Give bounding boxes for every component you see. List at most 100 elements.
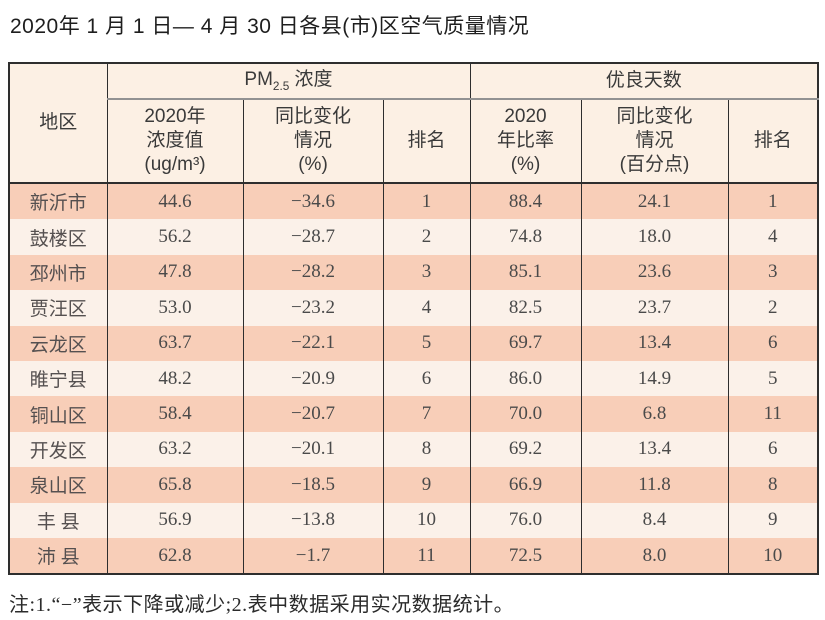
cell-region: 沛 县: [8, 537, 108, 575]
cell-region: 泉山区: [8, 467, 108, 503]
table-row: 云龙区 63.7 −22.1 5 69.7 13.4 6: [8, 325, 819, 361]
cell-good-rank: 2: [727, 290, 819, 326]
header-good-change: 同比变化 情况 (百分点): [580, 99, 729, 184]
cell-pm-value: 53.0: [106, 290, 244, 326]
cell-good-ratio: 82.5: [469, 290, 582, 326]
cell-region: 开发区: [8, 431, 108, 468]
cell-good-change: 18.0: [580, 219, 729, 255]
cell-pm-rank: 3: [382, 254, 471, 291]
cell-pm-change: −20.9: [242, 360, 384, 397]
cell-pm-change: −22.1: [242, 325, 384, 361]
cell-good-rank: 3: [727, 254, 819, 291]
cell-pm-value: 62.8: [106, 537, 244, 575]
cell-good-change: 8.4: [580, 502, 729, 538]
cell-pm-value: 63.7: [106, 325, 244, 361]
table-row: 铜山区 58.4 −20.7 7 70.0 6.8 11: [8, 396, 819, 432]
cell-pm-rank: 4: [382, 290, 471, 326]
cell-region: 睢宁县: [8, 360, 108, 397]
cell-good-ratio: 70.0: [469, 396, 582, 432]
cell-pm-rank: 6: [382, 360, 471, 397]
pm25-subscript: 2.5: [272, 79, 290, 93]
cell-pm-change: −20.7: [242, 396, 384, 432]
cell-good-rank: 10: [727, 537, 819, 575]
cell-pm-rank: 11: [382, 537, 471, 575]
cell-pm-rank: 2: [382, 219, 471, 255]
cell-pm-value: 44.6: [106, 183, 244, 220]
cell-pm-value: 56.2: [106, 219, 244, 255]
cell-region: 贾汪区: [8, 290, 108, 326]
cell-good-ratio: 76.0: [469, 502, 582, 538]
header-group-row: 地区 PM2.5 浓度 优良天数: [8, 63, 819, 184]
header-region: 地区: [8, 63, 108, 184]
cell-good-change: 6.8: [580, 396, 729, 432]
cell-pm-rank: 7: [382, 396, 471, 432]
cell-good-ratio: 74.8: [469, 219, 582, 255]
cell-good-change: 23.7: [580, 290, 729, 326]
cell-pm-rank: 8: [382, 431, 471, 468]
page-title: 2020年 1 月 1 日— 4 月 30 日各县(市)区空气质量情况: [10, 15, 530, 38]
header-sub-row: 2020年 浓度值 (ug/m³) 同比变化 情况 (%) 排名 2020 年比…: [9, 99, 819, 184]
table-row: 泉山区 65.8 −18.5 9 66.9 11.8 8: [8, 467, 819, 503]
cell-pm-change: −18.5: [242, 467, 384, 503]
cell-pm-value: 47.8: [106, 254, 244, 291]
cell-good-change: 11.8: [580, 467, 729, 503]
table-row: 邳州市 47.8 −28.2 3 85.1 23.6 3: [8, 254, 819, 291]
cell-good-change: 8.0: [580, 537, 729, 575]
cell-good-change: 13.4: [580, 431, 729, 468]
cell-pm-value: 56.9: [106, 502, 244, 538]
cell-pm-value: 58.4: [106, 396, 244, 432]
cell-pm-change: −28.7: [242, 219, 384, 255]
cell-region: 鼓楼区: [8, 219, 108, 255]
cell-pm-rank: 1: [382, 183, 471, 220]
cell-good-rank: 8: [727, 467, 819, 503]
cell-pm-rank: 9: [382, 467, 471, 503]
cell-pm-value: 63.2: [106, 431, 244, 468]
table-row: 新沂市 44.6 −34.6 1 88.4 24.1 1: [8, 183, 819, 220]
cell-good-ratio: 69.7: [469, 325, 582, 361]
header-pm-change: 同比变化 情况 (%): [242, 99, 384, 184]
cell-good-change: 13.4: [580, 325, 729, 361]
header-good-rank: 排名: [727, 99, 819, 184]
cell-pm-rank: 10: [382, 502, 471, 538]
table-row: 开发区 63.2 −20.1 8 69.2 13.4 6: [8, 431, 819, 468]
cell-region: 丰 县: [8, 502, 108, 538]
air-quality-table: 地区 PM2.5 浓度 优良天数 2020年 浓度值 (ug/m³) 同比变化 …: [8, 62, 819, 576]
cell-region: 新沂市: [8, 183, 108, 220]
cell-pm-change: −13.8: [242, 502, 384, 538]
cell-good-rank: 5: [727, 360, 819, 397]
pm25-label-suffix: 浓度: [289, 69, 333, 91]
cell-good-change: 23.6: [580, 254, 729, 291]
cell-good-ratio: 69.2: [469, 431, 582, 468]
cell-region: 云龙区: [8, 325, 108, 361]
header-pm-rank: 排名: [382, 99, 471, 184]
cell-good-rank: 11: [727, 396, 819, 432]
table-row: 沛 县 62.8 −1.7 11 72.5 8.0 10: [8, 537, 819, 575]
table-row: 丰 县 56.9 −13.8 10 76.0 8.4 9: [8, 502, 819, 538]
cell-pm-change: −28.2: [242, 254, 384, 291]
cell-region: 邳州市: [8, 254, 108, 291]
cell-good-rank: 9: [727, 502, 819, 538]
cell-good-ratio: 66.9: [469, 467, 582, 503]
cell-region: 铜山区: [8, 396, 108, 432]
table-body: 新沂市 44.6 −34.6 1 88.4 24.1 1 鼓楼区 56.2 −2…: [8, 183, 819, 575]
cell-good-ratio: 85.1: [469, 254, 582, 291]
table-row: 鼓楼区 56.2 −28.7 2 74.8 18.0 4: [8, 219, 819, 255]
header-group-pm25: PM2.5 浓度: [106, 63, 471, 100]
cell-good-change: 24.1: [580, 183, 729, 220]
cell-good-ratio: 88.4: [469, 183, 582, 220]
pm25-label-prefix: PM: [244, 69, 273, 91]
header-good-ratio: 2020 年比率 (%): [469, 99, 582, 184]
cell-pm-value: 48.2: [106, 360, 244, 397]
cell-pm-change: −23.2: [242, 290, 384, 326]
table-header: 地区 PM2.5 浓度 优良天数 2020年 浓度值 (ug/m³) 同比变化 …: [8, 63, 819, 184]
cell-pm-value: 65.8: [106, 467, 244, 503]
header-pm-value: 2020年 浓度值 (ug/m³): [106, 99, 244, 184]
table-row: 贾汪区 53.0 −23.2 4 82.5 23.7 2: [8, 290, 819, 326]
cell-good-rank: 6: [727, 431, 819, 468]
cell-good-ratio: 72.5: [469, 537, 582, 575]
cell-pm-change: −34.6: [242, 183, 384, 220]
cell-good-rank: 6: [727, 325, 819, 361]
cell-good-rank: 4: [727, 219, 819, 255]
cell-good-change: 14.9: [580, 360, 729, 397]
